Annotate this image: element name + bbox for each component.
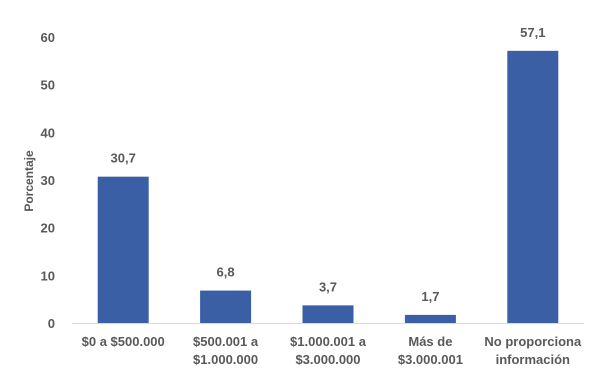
data-label-3: 3,7 [319, 279, 337, 294]
category-label-5: No proporciona [484, 334, 582, 349]
category-label-4: $3.000.001 [398, 352, 463, 367]
data-label-2: 6,8 [217, 265, 235, 280]
bar-3 [302, 305, 354, 323]
y-tick-label: 0 [48, 316, 55, 331]
y-tick-label: 50 [41, 78, 55, 93]
bar-5 [507, 50, 559, 323]
category-label-3: $3.000.000 [295, 352, 360, 367]
category-label-2: $500.001 a [193, 334, 259, 349]
category-label-5: información [496, 352, 570, 367]
category-label-3: $1.000.001 a [290, 334, 367, 349]
y-tick-label: 40 [41, 125, 55, 140]
y-tick-label: 20 [41, 221, 55, 236]
category-label-2: $1.000.000 [193, 352, 258, 367]
y-tick-label: 60 [41, 30, 55, 45]
bar-2 [200, 290, 252, 323]
y-tick-label: 10 [41, 268, 55, 283]
data-label-1: 30,7 [111, 151, 136, 166]
data-label-4: 1,7 [421, 289, 439, 304]
y-axis-label: Porcentaje [22, 150, 36, 212]
y-tick-label: 30 [41, 173, 55, 188]
bar-4 [404, 314, 456, 323]
bar-1 [97, 176, 149, 323]
category-label-4: Más de [408, 334, 452, 349]
data-label-5: 57,1 [520, 25, 545, 40]
category-label-1: $0 a $500.000 [82, 334, 165, 349]
